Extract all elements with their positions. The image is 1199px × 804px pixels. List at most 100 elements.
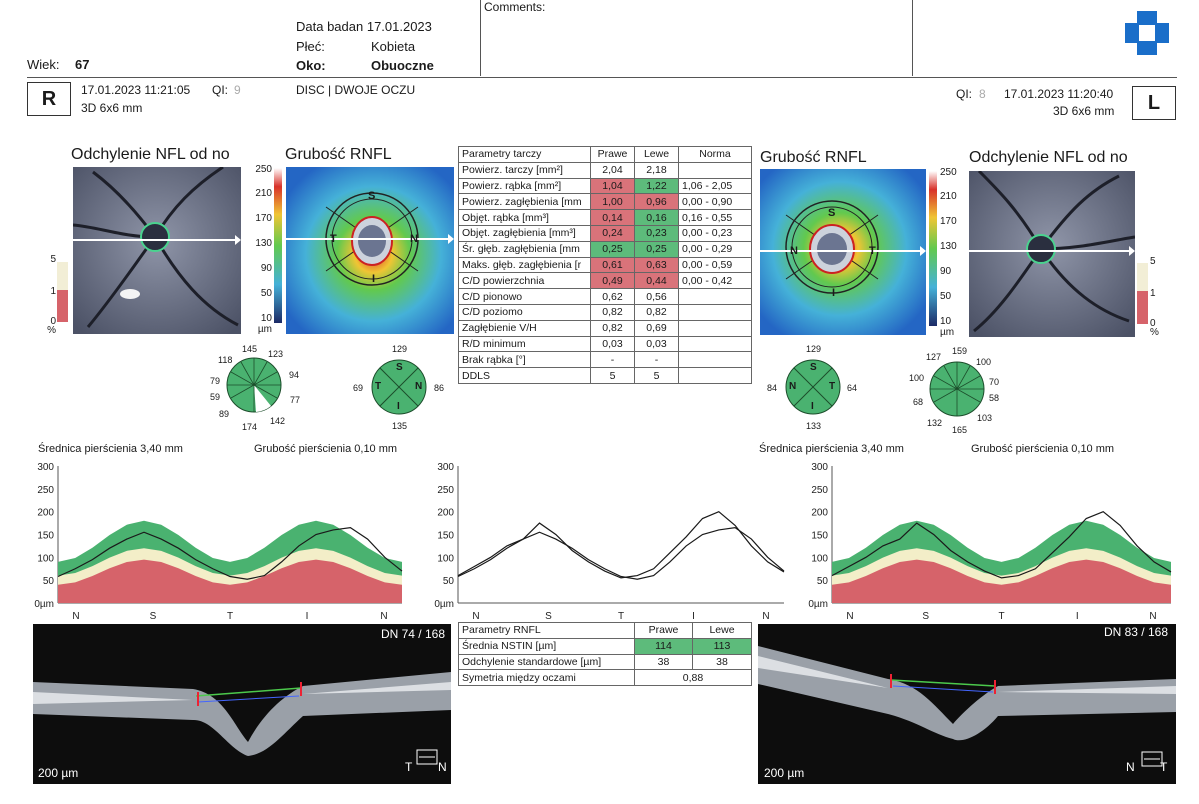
series-line [57, 527, 403, 580]
x-tick-label: S [545, 611, 552, 622]
right-bscan-scalebar: 200 µm [38, 766, 79, 780]
left-quad-value: 129 [806, 344, 822, 354]
table-cell: 0,16 [634, 209, 679, 226]
left-quad-t: T [829, 381, 836, 392]
right-clock-value: 89 [219, 409, 230, 419]
right-clock-value: 174 [242, 422, 258, 432]
table-cell [678, 161, 752, 179]
table-row: C/D powierzchnia 0,49 0,44 0,00 - 0,42 [458, 272, 752, 290]
left-quad-s: S [810, 362, 817, 373]
header-cell: Norma [678, 146, 752, 163]
y-tick-label: 50 [443, 576, 455, 587]
table-row: Powierz. zagłębienia [mm 1,00 0,96 0,00 - 0… [458, 193, 752, 211]
table-row: DDLS 5 5 [458, 367, 752, 384]
table-cell: Objęt. zagłębienia [mm³] [458, 224, 591, 242]
left-qi-label: QI: [956, 87, 973, 101]
y-tick-label: 200 [811, 508, 828, 519]
table-cell: Powierz. rąbka [mm²] [458, 177, 591, 195]
sex-value: Kobieta [371, 39, 416, 54]
left-tsnit-chart: 300 250 200 150 100 50 0µm N S T I N [808, 462, 1172, 622]
left-quad-value: 84 [767, 383, 778, 393]
right-map-n: N [410, 233, 418, 245]
table-cell: 0,23 [634, 224, 679, 242]
right-quad-value: 69 [353, 383, 364, 393]
right-map-i: I [372, 273, 376, 285]
table-cell: C/D pionowo [458, 288, 591, 305]
y-tick-label: 50 [817, 576, 829, 587]
table-row: Odchylenie standardowe [µm] 38 38 [458, 653, 752, 671]
header-cell: Prawe [634, 622, 693, 639]
left-clock-value: 159 [952, 346, 968, 356]
right-eye-box: R [27, 82, 71, 116]
comments-field[interactable] [481, 14, 911, 74]
table-cell: 0,25 [590, 240, 635, 258]
x-tick-label: T [998, 611, 1004, 622]
table-cell: Maks. głęb. zagłębienia [r [458, 256, 591, 274]
left-clock-value: 58 [989, 393, 1000, 403]
left-quad-n: N [789, 381, 797, 392]
right-clock-value: 77 [290, 395, 301, 405]
y-tick-label: 250 [437, 485, 454, 496]
y-tick-label: 300 [437, 462, 454, 473]
left-clock-value: 100 [976, 357, 992, 367]
table-header: Parametry tarczy Prawe Lewe Norma [458, 146, 752, 163]
right-bscan-label: DN 74 / 168 [380, 627, 445, 641]
header-divider [27, 77, 1177, 78]
y-tick-label: 100 [437, 553, 454, 564]
right-deviation-title: Odchylenie NFL od no [71, 146, 230, 163]
y-tick-label: 150 [37, 531, 54, 542]
left-quadrant-chart [785, 359, 841, 415]
right-quad-t: T [375, 381, 382, 392]
left-map-s: S [828, 207, 836, 219]
left-eye-box: L [1132, 86, 1176, 120]
table-cell: 0,14 [590, 209, 635, 226]
right-map-s: S [368, 190, 376, 202]
y-tick-label: 250 [37, 485, 54, 496]
comments-divider [480, 0, 481, 76]
right-scan: 3D 6x6 mm [81, 101, 143, 115]
table-cell [678, 351, 752, 369]
table-row: Zagłębienie V/H 0,82 0,69 [458, 319, 752, 337]
comments-divider-right [912, 0, 913, 76]
right-bscan-dir-to: N [438, 760, 447, 774]
table-cell: 0,82 [634, 303, 679, 321]
right-quad-value: 86 [434, 383, 445, 393]
right-clock-value: 79 [210, 376, 221, 386]
left-thickness-title: Grubość RNFL [760, 149, 867, 166]
table-cell: 0,82 [590, 303, 635, 321]
right-datetime: 17.01.2023 11:21:05 [81, 83, 191, 97]
y-tick-label: 250 [811, 485, 828, 496]
disc-parameters-table: Parametry tarczy Prawe Lewe Norma Powier… [458, 146, 752, 384]
age-label: Wiek: [27, 57, 60, 72]
y-tick-label: 0µm [34, 599, 54, 610]
table-cell: Zagłębienie V/H [458, 319, 591, 337]
table-cell: Odchylenie standardowe [µm] [458, 653, 635, 671]
y-tick-label: 100 [37, 553, 54, 564]
table-cell: DDLS [458, 367, 591, 384]
table-cell: 0,69 [634, 319, 679, 337]
left-quad-i: I [811, 401, 814, 412]
table-cell: 113 [692, 637, 752, 655]
right-tsnit-chart: 300 250 200 150 100 50 0µm N S T I N [34, 462, 403, 622]
right-clock-value: 118 [218, 355, 233, 365]
left-qi-value: 8 [979, 87, 986, 101]
left-clock-value: 68 [913, 397, 924, 407]
table-cell: 0,24 [590, 224, 635, 242]
y-tick-label: 200 [437, 508, 454, 519]
table-cell: 0,16 - 0,55 [678, 209, 752, 226]
logo-icon [1125, 11, 1169, 55]
table-row: Powierz. rąbka [mm²] 1,04 1,22 1,06 - 2,05 [458, 177, 752, 195]
combined-tsnit-chart: 300 250 200 150 100 50 0µm N S T I N [434, 462, 785, 622]
table-cell: Objęt. rąbka [mm³] [458, 209, 591, 226]
table-cell: Powierz. zagłębienia [mm [458, 193, 591, 211]
left-clock-value: 103 [977, 413, 993, 423]
table-cell: R/D minimum [458, 335, 591, 353]
table-cell: Powierz. tarczy [mm²] [458, 161, 591, 179]
x-tick-label: N [846, 611, 853, 622]
table-cell: 1,06 - 2,05 [678, 177, 752, 195]
right-clock-value: 123 [268, 349, 284, 359]
left-map-t: T [869, 245, 876, 257]
table-cell [678, 288, 752, 305]
table-cell: 0,00 - 0,23 [678, 224, 752, 242]
table-row: Objęt. rąbka [mm³] 0,14 0,16 0,16 - 0,55 [458, 209, 752, 226]
